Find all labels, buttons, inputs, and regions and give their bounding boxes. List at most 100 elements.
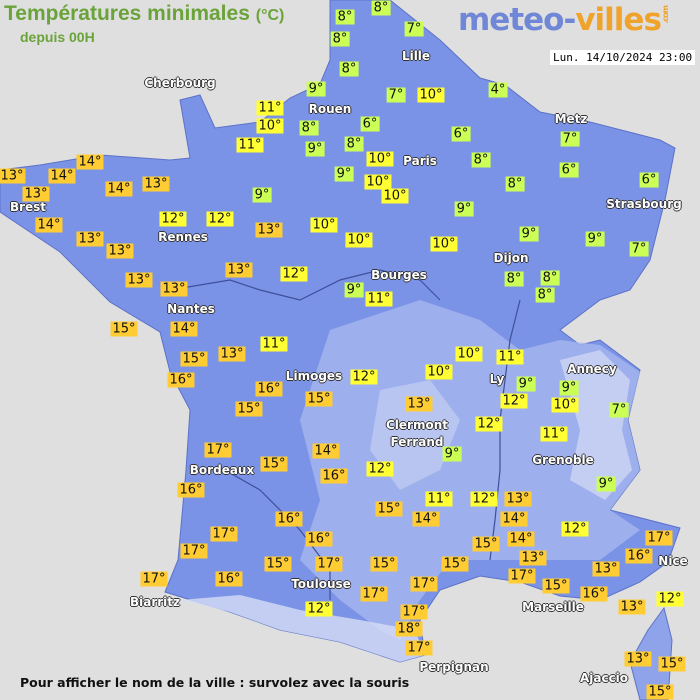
temperature-label[interactable]: 12° — [350, 369, 378, 385]
temperature-label[interactable]: 14° — [500, 511, 528, 527]
temperature-label[interactable]: 8° — [505, 176, 525, 192]
temperature-label[interactable]: 15° — [542, 578, 570, 594]
temperature-label[interactable]: 16° — [255, 381, 283, 397]
temperature-label[interactable]: 9° — [596, 476, 616, 492]
temperature-label[interactable]: 12° — [305, 601, 333, 617]
temperature-label[interactable]: 13° — [218, 346, 246, 362]
temperature-label[interactable]: 9° — [442, 446, 462, 462]
temperature-label[interactable]: 8° — [371, 0, 391, 16]
temperature-label[interactable]: 14° — [170, 321, 198, 337]
temperature-label[interactable]: 17° — [360, 586, 388, 602]
temperature-label[interactable]: 16° — [305, 531, 333, 547]
temperature-label[interactable]: 10° — [551, 397, 579, 413]
temperature-label[interactable]: 13° — [125, 272, 153, 288]
temperature-label[interactable]: 7° — [609, 402, 629, 418]
temperature-label[interactable]: 14° — [35, 217, 63, 233]
temperature-label[interactable]: 9° — [585, 231, 605, 247]
temperature-label[interactable]: 6° — [639, 172, 659, 188]
temperature-label[interactable]: 17° — [180, 543, 208, 559]
temperature-label[interactable]: 17° — [410, 576, 438, 592]
temperature-label[interactable]: 10° — [366, 151, 394, 167]
temperature-label[interactable]: 8° — [535, 287, 555, 303]
temperature-label[interactable]: 13° — [106, 243, 134, 259]
temperature-label[interactable]: 14° — [312, 443, 340, 459]
temperature-label[interactable]: 10° — [310, 217, 338, 233]
temperature-label[interactable]: 13° — [142, 176, 170, 192]
temperature-label[interactable]: 12° — [280, 266, 308, 282]
temperature-label[interactable]: 11° — [540, 426, 568, 442]
temperature-label[interactable]: 17° — [508, 568, 536, 584]
temperature-label[interactable]: 15° — [305, 391, 333, 407]
temperature-label[interactable]: 7° — [560, 131, 580, 147]
temperature-label[interactable]: 14° — [76, 154, 104, 170]
temperature-label[interactable]: 16° — [215, 571, 243, 587]
temperature-label[interactable]: 17° — [400, 604, 428, 620]
meteo-villes-logo[interactable]: meteo-villes.com — [458, 2, 670, 38]
temperature-label[interactable]: 9° — [344, 282, 364, 298]
temperature-label[interactable]: 13° — [225, 262, 253, 278]
temperature-label[interactable]: 16° — [625, 548, 653, 564]
temperature-label[interactable]: 10° — [345, 232, 373, 248]
temperature-label[interactable]: 9° — [516, 376, 536, 392]
temperature-label[interactable]: 9° — [454, 201, 474, 217]
temperature-label[interactable]: 8° — [299, 120, 319, 136]
temperature-label[interactable]: 4° — [488, 82, 508, 98]
temperature-label[interactable]: 8° — [344, 136, 364, 152]
temperature-label[interactable]: 13° — [0, 168, 26, 184]
temperature-label[interactable]: 15° — [472, 536, 500, 552]
temperature-label[interactable]: 15° — [180, 351, 208, 367]
temperature-label[interactable]: 15° — [110, 321, 138, 337]
temperature-label[interactable]: 11° — [236, 137, 264, 153]
temperature-label[interactable]: 14° — [507, 531, 535, 547]
temperature-label[interactable]: 12° — [366, 461, 394, 477]
temperature-label[interactable]: 10° — [455, 346, 483, 362]
temperature-label[interactable]: 17° — [140, 571, 168, 587]
temperature-label[interactable]: 11° — [496, 349, 524, 365]
temperature-label[interactable]: 12° — [470, 491, 498, 507]
temperature-label[interactable]: 15° — [441, 556, 469, 572]
temperature-label[interactable]: 9° — [252, 187, 272, 203]
temperature-label[interactable]: 13° — [504, 491, 532, 507]
temperature-label[interactable]: 16° — [275, 511, 303, 527]
temperature-label[interactable]: 15° — [375, 501, 403, 517]
temperature-label[interactable]: 15° — [260, 456, 288, 472]
temperature-label[interactable]: 12° — [500, 393, 528, 409]
temperature-label[interactable]: 16° — [167, 372, 195, 388]
temperature-label[interactable]: 8° — [330, 31, 350, 47]
temperature-label[interactable]: 10° — [256, 118, 284, 134]
temperature-label[interactable]: 12° — [656, 591, 684, 607]
temperature-label[interactable]: 13° — [592, 561, 620, 577]
temperature-label[interactable]: 7° — [404, 21, 424, 37]
temperature-label[interactable]: 8° — [504, 271, 524, 287]
temperature-label[interactable]: 7° — [629, 241, 649, 257]
temperature-label[interactable]: 11° — [260, 336, 288, 352]
temperature-label[interactable]: 14° — [105, 181, 133, 197]
temperature-label[interactable]: 14° — [48, 168, 76, 184]
temperature-label[interactable]: 9° — [559, 380, 579, 396]
temperature-label[interactable]: 12° — [206, 211, 234, 227]
temperature-label[interactable]: 10° — [381, 188, 409, 204]
temperature-label[interactable]: 11° — [256, 100, 284, 116]
temperature-label[interactable]: 11° — [425, 491, 453, 507]
temperature-label[interactable]: 13° — [618, 599, 646, 615]
temperature-label[interactable]: 16° — [580, 586, 608, 602]
temperature-label[interactable]: 12° — [159, 211, 187, 227]
temperature-label[interactable]: 8° — [540, 270, 560, 286]
temperature-label[interactable]: 13° — [160, 281, 188, 297]
temperature-label[interactable]: 13° — [519, 550, 547, 566]
temperature-label[interactable]: 18° — [395, 621, 423, 637]
temperature-label[interactable]: 13° — [405, 396, 433, 412]
temperature-label[interactable]: 16° — [320, 468, 348, 484]
temperature-label[interactable]: 9° — [519, 226, 539, 242]
temperature-label[interactable]: 8° — [335, 9, 355, 25]
temperature-label[interactable]: 17° — [315, 556, 343, 572]
temperature-label[interactable]: 9° — [306, 81, 326, 97]
temperature-label[interactable]: 8° — [339, 61, 359, 77]
temperature-label[interactable]: 14° — [412, 511, 440, 527]
temperature-label[interactable]: 10° — [430, 236, 458, 252]
temperature-label[interactable]: 13° — [76, 231, 104, 247]
temperature-label[interactable]: 7° — [386, 87, 406, 103]
temperature-label[interactable]: 8° — [471, 152, 491, 168]
temperature-label[interactable]: 9° — [305, 141, 325, 157]
temperature-label[interactable]: 15° — [658, 656, 686, 672]
